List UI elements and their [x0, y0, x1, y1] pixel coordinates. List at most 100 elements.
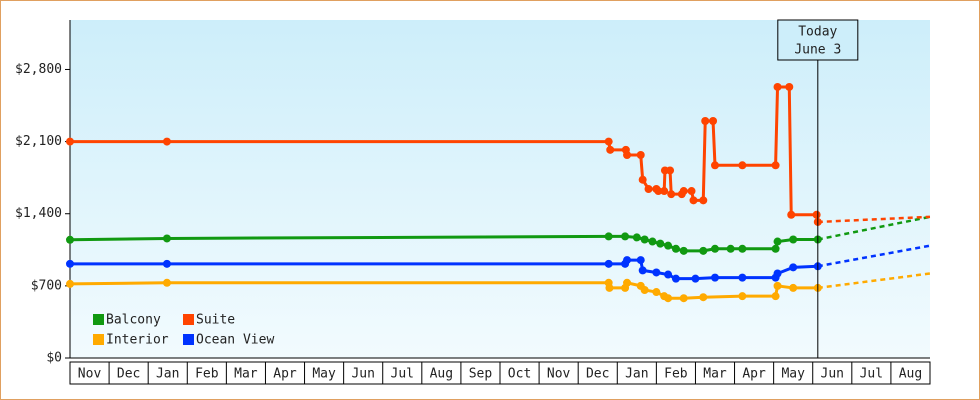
data-point — [666, 166, 675, 175]
x-tick-label: Feb — [664, 367, 688, 382]
data-point — [679, 246, 688, 255]
data-point — [726, 244, 735, 253]
data-point — [664, 294, 673, 303]
data-point — [162, 137, 171, 146]
data-point — [162, 259, 171, 268]
x-tick-label: Aug — [899, 367, 922, 382]
x-tick-label: Feb — [195, 367, 219, 382]
x-tick-label: May — [312, 367, 336, 382]
data-point — [711, 244, 719, 253]
today-box — [777, 19, 859, 61]
data-point — [699, 293, 708, 302]
y-tick-label: $0 — [46, 351, 62, 366]
data-point — [66, 259, 74, 268]
data-point — [640, 285, 649, 294]
data-point — [667, 190, 676, 199]
forecast-line — [817, 244, 931, 268]
legend-swatch — [183, 334, 194, 345]
data-point — [785, 82, 794, 91]
data-point — [773, 82, 782, 91]
data-point — [773, 281, 782, 290]
x-tick-label: Nov — [78, 367, 102, 382]
data-point — [701, 116, 710, 125]
x-tick-label: Mar — [234, 367, 258, 382]
plot-area — [70, 20, 930, 358]
data-point — [623, 278, 632, 287]
data-point — [656, 239, 665, 248]
data-point — [652, 288, 661, 297]
data-point — [162, 278, 171, 287]
data-point — [648, 237, 657, 246]
data-point — [606, 145, 615, 154]
data-point — [787, 210, 796, 219]
x-tick-label: May — [781, 367, 805, 382]
data-point — [640, 235, 649, 244]
data-point — [66, 137, 74, 146]
data-point — [664, 270, 673, 279]
data-point — [789, 263, 798, 272]
today-label: Today — [798, 25, 837, 40]
data-point — [771, 292, 780, 301]
x-tick-label: Jun — [351, 367, 374, 382]
data-point — [773, 269, 782, 278]
data-point — [789, 283, 798, 292]
today-date: June 3 — [794, 43, 841, 58]
data-point — [621, 232, 630, 241]
data-point — [604, 232, 613, 241]
data-point — [679, 187, 688, 196]
data-point — [604, 137, 613, 146]
x-tick-label: Jun — [821, 367, 844, 382]
x-tick-label: Oct — [508, 367, 531, 382]
data-point — [66, 279, 74, 288]
data-point — [671, 244, 680, 253]
x-tick-label: Dec — [586, 367, 609, 382]
data-point — [773, 237, 782, 246]
data-point — [671, 274, 680, 283]
data-point — [66, 235, 74, 244]
data-point — [632, 233, 641, 242]
data-point — [687, 187, 696, 196]
data-point — [638, 175, 647, 184]
data-point — [636, 150, 645, 159]
data-point — [604, 259, 613, 268]
data-point — [812, 210, 821, 219]
data-point — [709, 116, 718, 125]
data-point — [699, 246, 708, 255]
x-tick-label: Sep — [469, 367, 493, 382]
forecast-line — [817, 272, 931, 290]
data-point — [660, 187, 669, 196]
forecast-line — [817, 215, 931, 224]
data-point — [654, 187, 663, 196]
y-tick-label: $1,400 — [15, 206, 62, 221]
data-point — [664, 241, 673, 250]
data-point — [771, 244, 780, 253]
x-tick-label: Dec — [117, 367, 140, 382]
data-point — [711, 273, 719, 282]
x-tick-label: Jan — [156, 367, 179, 382]
data-point — [738, 273, 747, 282]
x-tick-label: Nov — [547, 367, 571, 382]
data-point — [789, 235, 798, 244]
y-tick-label: $2,100 — [15, 134, 62, 149]
forecast-line — [817, 215, 931, 241]
data-point — [652, 268, 661, 277]
data-point — [605, 283, 614, 292]
y-tick-label: $700 — [31, 278, 62, 293]
legend-label: Balcony — [106, 313, 161, 328]
data-point — [162, 234, 171, 243]
data-point — [644, 185, 653, 193]
data-point — [738, 161, 747, 170]
legend-label: Suite — [196, 313, 235, 328]
legend-label: Interior — [106, 333, 169, 348]
legend-swatch — [183, 314, 194, 325]
data-point — [636, 256, 645, 265]
data-point — [679, 294, 688, 303]
y-tick-label: $2,800 — [15, 62, 62, 77]
data-point — [691, 274, 700, 283]
x-tick-label: Mar — [703, 367, 727, 382]
data-point — [623, 150, 632, 159]
data-point — [738, 292, 747, 301]
data-point — [623, 256, 632, 265]
